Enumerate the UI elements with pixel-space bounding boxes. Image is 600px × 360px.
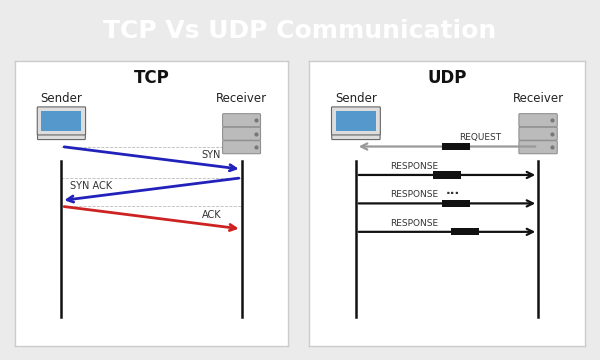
Bar [335,111,376,131]
Bar [442,200,470,207]
Bar [41,111,82,131]
FancyBboxPatch shape [519,127,557,140]
Text: RESPONSE: RESPONSE [390,162,438,171]
FancyBboxPatch shape [332,132,380,140]
FancyBboxPatch shape [519,114,557,127]
FancyBboxPatch shape [37,107,86,135]
Bar [451,228,479,235]
FancyBboxPatch shape [519,141,557,154]
FancyBboxPatch shape [223,114,260,127]
Text: ...: ... [445,184,460,197]
Text: Receiver: Receiver [216,92,267,105]
FancyBboxPatch shape [38,132,85,140]
Text: TCP Vs UDP Communication: TCP Vs UDP Communication [103,19,497,43]
Text: RESPONSE: RESPONSE [390,190,438,199]
Text: UDP: UDP [427,69,467,87]
Text: REQUEST: REQUEST [459,134,501,143]
FancyBboxPatch shape [331,107,380,135]
Text: ACK: ACK [202,210,221,220]
Bar [442,143,470,150]
Text: RESPONSE: RESPONSE [390,219,438,228]
FancyBboxPatch shape [223,127,260,140]
Text: SYN: SYN [202,150,221,160]
Text: Sender: Sender [335,92,377,105]
FancyBboxPatch shape [223,141,260,154]
Text: Sender: Sender [40,92,82,105]
Text: Receiver: Receiver [512,92,563,105]
Text: SYN ACK: SYN ACK [70,181,113,191]
Bar [433,171,461,179]
Text: TCP: TCP [134,69,169,87]
